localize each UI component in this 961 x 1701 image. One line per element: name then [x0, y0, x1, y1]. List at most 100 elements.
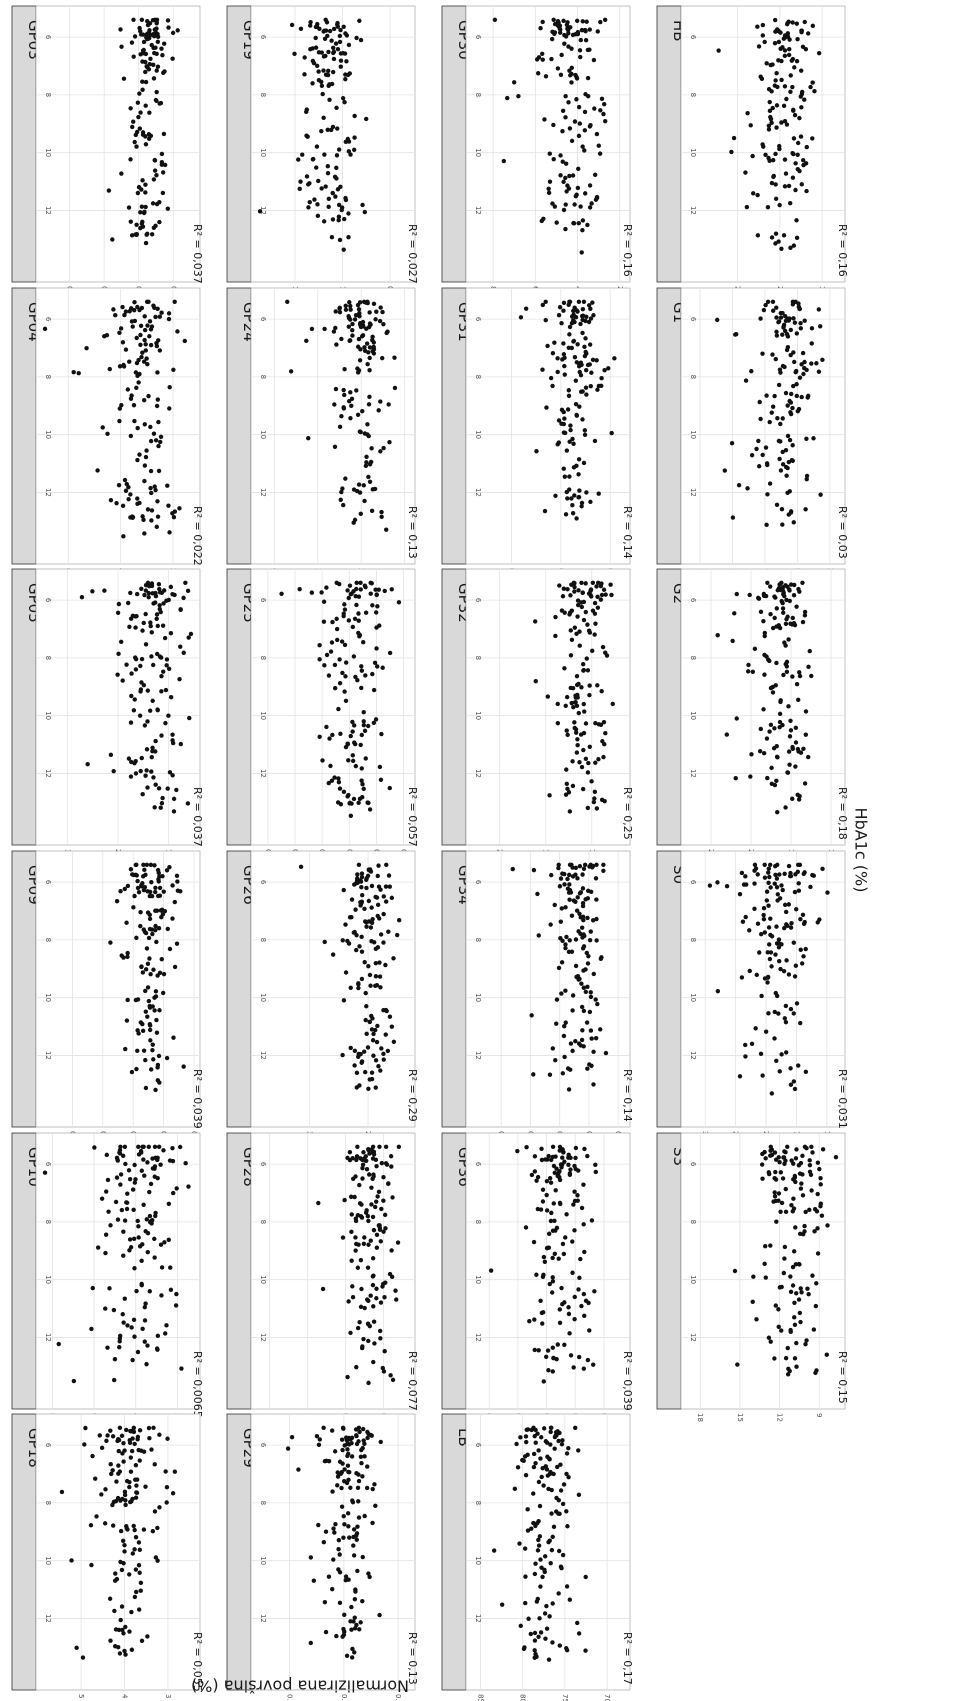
data-point [148, 971, 153, 977]
data-point [788, 1066, 793, 1071]
data-point [160, 53, 165, 58]
data-point [333, 309, 338, 314]
data-point [352, 616, 358, 621]
data-point [523, 1472, 529, 1478]
data-point [367, 310, 372, 315]
x-tick-label: 10 [259, 1556, 267, 1565]
data-point [387, 884, 392, 889]
data-point [797, 168, 802, 174]
data-point [813, 1303, 819, 1309]
data-point [578, 37, 584, 43]
data-point [551, 17, 556, 22]
data-point [540, 302, 546, 308]
data-point [341, 24, 346, 29]
data-point [124, 1206, 130, 1212]
data-point [567, 299, 572, 305]
data-point [807, 1207, 812, 1213]
data-point [808, 84, 813, 90]
data-point [377, 1144, 382, 1149]
facet-strip [656, 287, 682, 565]
data-point [317, 1437, 322, 1442]
data-point [315, 21, 320, 27]
data-point [71, 1378, 77, 1384]
data-point [308, 47, 313, 52]
data-point [160, 907, 165, 913]
data-point [770, 625, 776, 631]
data-point [124, 1018, 130, 1023]
data-point [772, 1150, 778, 1155]
data-point [579, 1037, 585, 1043]
data-point [348, 985, 353, 990]
data-point [113, 1199, 119, 1205]
data-point [164, 1484, 170, 1490]
data-point [585, 75, 591, 81]
data-point [370, 1214, 376, 1220]
data-point [553, 1154, 558, 1159]
data-point [536, 1479, 542, 1485]
data-point [319, 129, 324, 134]
data-point [582, 148, 587, 153]
data-point [567, 487, 572, 492]
data-point [362, 1305, 367, 1311]
data-point [803, 47, 809, 52]
data-point [387, 785, 392, 791]
data-point [541, 216, 546, 221]
data-point [772, 1194, 778, 1199]
data-point [165, 18, 171, 23]
data-point [166, 666, 172, 672]
data-point [538, 26, 543, 31]
data-point [795, 140, 801, 146]
data-point [743, 914, 748, 920]
data-point [327, 97, 332, 102]
data-point [371, 687, 377, 693]
data-point [140, 1028, 146, 1034]
data-point [159, 1265, 165, 1270]
data-point [579, 1205, 585, 1211]
data-point [567, 332, 572, 337]
data-point [547, 1176, 553, 1181]
data-point [175, 888, 181, 893]
data-point [551, 157, 556, 162]
data-point [588, 123, 593, 128]
data-point [361, 786, 366, 792]
data-point [365, 1435, 370, 1441]
data-point [761, 905, 767, 911]
data-point [775, 892, 781, 897]
data-point [592, 106, 597, 111]
data-point [796, 1261, 802, 1267]
data-point [150, 1042, 155, 1047]
data-point [563, 945, 568, 951]
data-point [171, 1190, 176, 1196]
data-point [136, 1447, 141, 1453]
data-point [735, 1362, 740, 1367]
data-point [355, 876, 360, 881]
data-point [812, 1206, 818, 1212]
data-point [348, 317, 353, 322]
data-point [348, 303, 353, 309]
data-point [134, 222, 139, 227]
data-point [345, 1463, 351, 1468]
data-point [568, 653, 574, 658]
data-point [778, 439, 783, 444]
data-point [352, 317, 358, 322]
x-tick-label: 6 [44, 1443, 52, 1448]
data-point [765, 299, 771, 304]
data-point [133, 1495, 139, 1500]
data-point [783, 171, 789, 176]
data-point [566, 1446, 571, 1451]
data-point [138, 1580, 144, 1586]
data-point [561, 1033, 567, 1039]
data-point [361, 299, 367, 304]
data-point [343, 76, 348, 82]
data-point [365, 1265, 371, 1270]
data-point [787, 762, 792, 767]
data-point [373, 974, 379, 979]
data-point [141, 1202, 146, 1207]
x-tick-label: 6 [689, 598, 697, 603]
data-point [319, 83, 325, 88]
data-point [576, 457, 582, 462]
data-point [138, 689, 143, 694]
data-point [157, 200, 162, 205]
data-point [810, 23, 816, 29]
data-point [591, 1362, 596, 1367]
